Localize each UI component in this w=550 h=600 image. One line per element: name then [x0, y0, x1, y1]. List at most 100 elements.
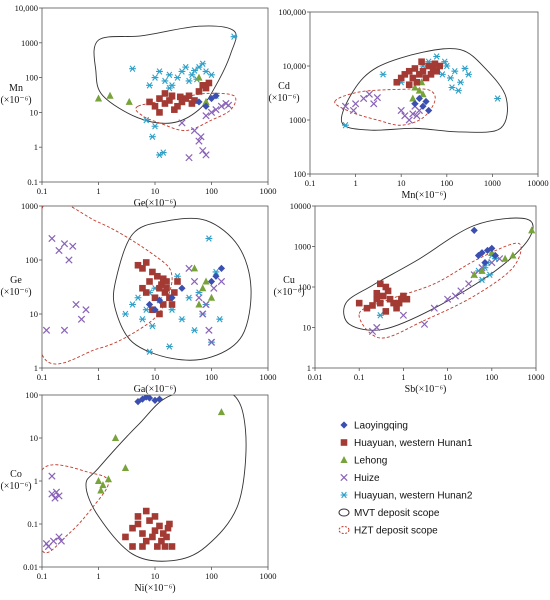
ga-ge-series-laoyingqing — [145, 264, 226, 314]
ga-ge-point-huize — [69, 242, 77, 250]
sb-cu-y-tick-label: 10 — [303, 323, 312, 333]
ga-ge-point-huize — [195, 294, 203, 302]
sb-cu-x-axis-label: Sb(×10⁻⁶) — [405, 384, 447, 395]
mn-cd-point-huayuan2 — [447, 74, 454, 82]
ga-ge-point-lehong — [190, 264, 199, 272]
ni-co-point-lehong — [121, 464, 130, 472]
ni-co-point-huayuan1 — [134, 513, 142, 520]
ge-mn-hzt-scope — [135, 92, 237, 132]
ge-mn-point-lehong — [202, 97, 210, 105]
mn-cd-point-huayuan1 — [416, 71, 423, 78]
sb-cu-point-laoyingqing — [478, 249, 486, 257]
ni-co-point-huayuan1 — [166, 520, 173, 528]
legend-mvt-marker — [338, 508, 350, 517]
ge-mn-point-huayuan1 — [156, 95, 163, 102]
sb-cu-series-huayuan1 — [355, 280, 411, 315]
ga-ge-point-huize — [77, 315, 86, 323]
ge-mn-y-tick-label: 1 — [34, 142, 38, 152]
ga-ge-point-huayuan1 — [161, 289, 169, 296]
ni-co-point-laoyingqing — [138, 395, 147, 403]
sb-cu-point-laoyingqing — [470, 226, 478, 234]
mn-cd-point-huayuan1 — [405, 67, 413, 75]
mn-cd-x-tick-label: 100 — [440, 178, 453, 188]
ga-ge-point-lehong — [207, 293, 216, 301]
ni-co-point-huayuan1 — [168, 543, 176, 550]
ni-co-point-laoyingqing — [134, 398, 142, 406]
ni-co-point-huayuan1 — [154, 543, 161, 550]
ga-ge-point-huayuan2 — [191, 327, 198, 334]
sb-cu-x-tick-label: 100 — [485, 372, 498, 382]
ni-co-point-huayuan1 — [164, 524, 172, 532]
ge-mn-series-huize — [178, 99, 233, 162]
ga-ge-point-huayuan1 — [156, 310, 163, 318]
ni-co-y-tick-label: 100 — [25, 390, 38, 400]
sb-cu-point-huayuan1 — [384, 287, 392, 295]
sb-cu-point-huayuan1 — [386, 295, 394, 303]
ge-mn-point-huayuan2 — [129, 65, 136, 72]
sb-cu-point-huayuan1 — [395, 299, 403, 307]
mn-cd-point-huayuan1 — [401, 71, 409, 78]
sb-cu-point-huayuan1 — [379, 292, 387, 300]
sb-cu-x-tick-label: 0.01 — [308, 372, 323, 382]
ga-ge-point-huayuan1 — [163, 278, 170, 285]
ge-mn-point-huayuan2 — [188, 71, 196, 79]
ni-co-point-huize — [48, 490, 56, 498]
ge-mn-point-huayuan2 — [230, 33, 238, 40]
ge-mn-point-huize — [190, 126, 199, 135]
sb-cu-x-tick-label: 1 — [401, 372, 405, 382]
mn-cd-point-huize — [405, 116, 413, 124]
ge-mn-y-tick-label: 1000 — [21, 38, 38, 48]
ga-ge-point-huayuan2 — [212, 268, 220, 276]
ge-mn-series-laoyingqing — [195, 92, 220, 110]
legend-item-huayuan2: Huayuan, western Hunan2 — [340, 491, 473, 502]
ge-mn-point-lehong — [195, 73, 203, 81]
ge-mn-point-huayuan1 — [161, 100, 169, 107]
legend-label: Laoyingqing — [354, 421, 408, 432]
sb-cu-point-huayuan1 — [363, 304, 371, 312]
ni-co-point-laoyingqing — [151, 396, 159, 404]
mn-cd-y-axis-unit: (×10⁻⁶) — [268, 93, 299, 104]
mn-cd-mvt-scope — [340, 48, 508, 133]
legend-label: Huayuan, western Hunan1 — [354, 438, 473, 449]
ga-ge-point-huize — [60, 326, 69, 334]
legend-item-hzt: HZT deposit scope — [338, 526, 438, 537]
ga-ge-point-huayuan1 — [171, 289, 178, 296]
legend-label: MVT deposit scope — [354, 508, 440, 519]
ga-ge-point-huize — [82, 306, 90, 314]
sb-cu-point-laoyingqing — [474, 251, 483, 260]
mn-cd-point-huayuan1 — [425, 62, 432, 70]
legend-item-huayuan1: Huayuan, western Hunan1 — [340, 438, 473, 449]
sb-cu-point-lehong — [501, 254, 509, 262]
mn-cd-point-huize — [365, 90, 373, 98]
legend-item-lehong: Lehong — [340, 456, 387, 467]
ga-ge-y-tick-label: 1 — [34, 363, 38, 373]
ge-mn-point-huayuan1 — [176, 93, 184, 101]
ga-ge-point-laoyingqing — [178, 284, 186, 292]
ga-ge-y-axis-unit: (×10⁻⁶) — [0, 287, 31, 298]
ga-ge-y-tick-label: 10 — [30, 309, 39, 319]
ge-mn-point-huayuan2 — [174, 74, 181, 81]
ni-co-point-huize — [48, 472, 56, 480]
mn-cd-point-huayuan1 — [422, 74, 430, 82]
ga-ge-point-huayuan2 — [205, 235, 213, 242]
ni-co-x-tick-label: 100 — [205, 571, 218, 581]
sb-cu-point-huayuan2 — [486, 271, 494, 279]
ga-ge-point-laoyingqing — [212, 272, 220, 280]
ge-mn-x-tick-label: 1000 — [260, 186, 277, 196]
mn-cd-point-huayuan1 — [409, 74, 417, 82]
ge-mn-point-huize — [207, 108, 216, 117]
ge-mn-point-huayuan2 — [166, 71, 173, 79]
mn-cd-point-huayuan2 — [494, 95, 501, 102]
ge-mn-point-huize — [199, 146, 207, 155]
ni-co-point-huayuan1 — [151, 513, 159, 520]
mn-cd-x-tick-label: 10 — [397, 178, 406, 188]
ge-mn-point-huize — [212, 106, 220, 114]
ge-mn-point-huayuan2 — [166, 84, 173, 92]
ge-mn-point-huayuan1 — [185, 92, 193, 100]
mn-cd-point-huayuan1 — [427, 71, 435, 78]
mn-cd-point-huayuan1 — [411, 65, 419, 72]
ni-co-y-tick-label: 0.1 — [27, 519, 38, 529]
ge-mn-y-axis-label: Mn — [9, 83, 23, 94]
mn-cd-point-laoyingqing — [419, 102, 427, 110]
sb-cu-point-huize — [457, 287, 465, 295]
